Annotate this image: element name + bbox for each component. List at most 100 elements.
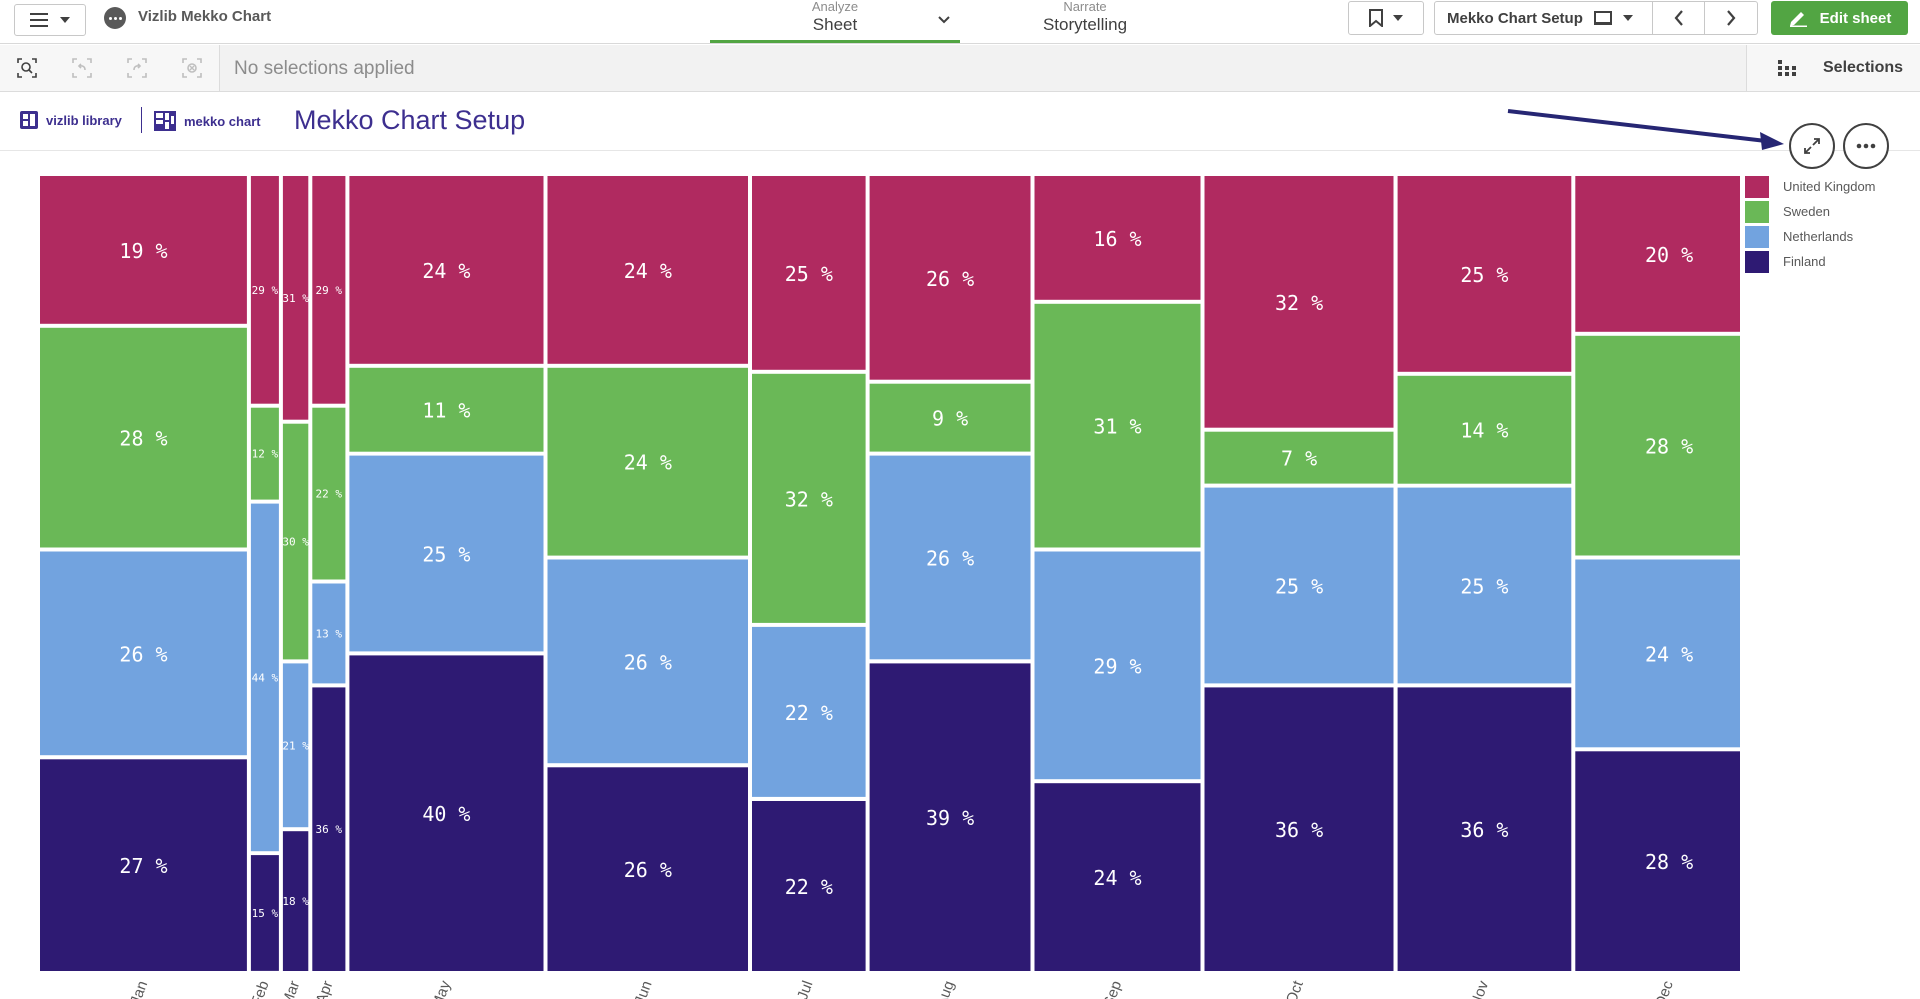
mekko-cell-apr-united-kingdom[interactable] bbox=[312, 176, 346, 404]
mekko-cell-jul-netherlands[interactable] bbox=[752, 626, 866, 797]
mekko-cell-aug-sweden[interactable] bbox=[869, 383, 1031, 452]
data-label: 18 % bbox=[282, 895, 309, 908]
legend-item-finland[interactable]: Finland bbox=[1745, 249, 1876, 274]
mekko-cell-apr-finland[interactable] bbox=[312, 687, 346, 971]
x-axis-label-apr: Apr bbox=[313, 979, 337, 999]
edit-sheet-label: Edit sheet bbox=[1819, 9, 1892, 27]
chevron-left-icon bbox=[1674, 10, 1683, 26]
mekko-cell-jan-sweden[interactable] bbox=[40, 327, 247, 548]
mekko-cell-dec-sweden[interactable] bbox=[1575, 335, 1740, 556]
data-label: 26 % bbox=[624, 858, 672, 882]
data-label: 24 % bbox=[624, 259, 672, 283]
mekko-cell-mar-finland[interactable] bbox=[282, 831, 309, 971]
mekko-cell-feb-sweden[interactable] bbox=[250, 407, 279, 500]
mekko-cell-may-netherlands[interactable] bbox=[349, 455, 544, 652]
mekko-cell-mar-netherlands[interactable] bbox=[282, 663, 309, 828]
mekko-cell-mar-united-kingdom[interactable] bbox=[282, 176, 309, 420]
smart-search-button[interactable] bbox=[0, 45, 55, 91]
main-menu-button[interactable] bbox=[14, 4, 86, 36]
data-label: 12 % bbox=[252, 448, 279, 461]
selections-panel-button[interactable]: Selections bbox=[1746, 45, 1920, 91]
mekko-cell-mar-sweden[interactable] bbox=[282, 423, 309, 660]
sheet-selector-label: Mekko Chart Setup bbox=[1447, 9, 1583, 27]
mekko-cell-apr-netherlands[interactable] bbox=[312, 583, 346, 684]
mekko-cell-feb-netherlands[interactable] bbox=[250, 503, 279, 852]
mekko-cell-oct-netherlands[interactable] bbox=[1204, 487, 1394, 684]
mekko-cell-jun-sweden[interactable] bbox=[547, 367, 749, 556]
tab-label: Storytelling bbox=[1042, 15, 1128, 34]
mekko-cell-sep-sweden[interactable] bbox=[1034, 303, 1201, 548]
data-label: 26 % bbox=[926, 267, 974, 291]
mekko-cell-jul-finland[interactable] bbox=[752, 801, 866, 971]
mekko-cell-jun-united-kingdom[interactable] bbox=[547, 176, 749, 364]
mekko-cell-may-sweden[interactable] bbox=[349, 367, 544, 452]
data-label: 15 % bbox=[252, 907, 279, 920]
mekko-cell-sep-finland[interactable] bbox=[1034, 783, 1201, 971]
more-options-button[interactable] bbox=[1843, 123, 1889, 169]
chevron-down-icon[interactable] bbox=[938, 16, 950, 24]
pencil-icon bbox=[1789, 12, 1807, 27]
legend-item-united-kingdom[interactable]: United Kingdom bbox=[1745, 174, 1876, 199]
sheet-navigator: Mekko Chart Setup bbox=[1434, 1, 1758, 35]
mekko-cell-jul-sweden[interactable] bbox=[752, 373, 866, 623]
data-label: 39 % bbox=[926, 806, 974, 830]
data-label: 20 % bbox=[1645, 243, 1693, 267]
data-label: 16 % bbox=[1093, 227, 1141, 251]
legend-label: Netherlands bbox=[1783, 229, 1854, 244]
mekko-cell-jul-united-kingdom[interactable] bbox=[752, 176, 866, 370]
mekko-cell-dec-united-kingdom[interactable] bbox=[1575, 176, 1740, 332]
step-back-button[interactable] bbox=[55, 45, 110, 91]
data-label: 44 % bbox=[252, 671, 279, 684]
mekko-cell-nov-netherlands[interactable] bbox=[1397, 487, 1572, 684]
legend-label: Finland bbox=[1783, 254, 1826, 269]
mekko-cell-nov-sweden[interactable] bbox=[1397, 375, 1572, 484]
data-label: 24 % bbox=[624, 451, 672, 475]
mekko-cell-oct-finland[interactable] bbox=[1204, 687, 1394, 971]
mekko-cell-aug-netherlands[interactable] bbox=[869, 455, 1031, 660]
data-label: 28 % bbox=[119, 427, 167, 451]
mekko-cell-dec-finland[interactable] bbox=[1575, 751, 1740, 971]
previous-sheet-button[interactable] bbox=[1653, 2, 1705, 34]
mekko-cell-jan-netherlands[interactable] bbox=[40, 551, 247, 756]
clear-selections-button[interactable] bbox=[164, 45, 219, 91]
mekko-cell-sep-united-kingdom[interactable] bbox=[1034, 176, 1201, 300]
x-axis-label-aug: Aug bbox=[933, 979, 958, 999]
legend-swatch bbox=[1745, 175, 1769, 198]
smart-search-icon bbox=[17, 58, 38, 78]
edit-sheet-button[interactable]: Edit sheet bbox=[1771, 1, 1908, 35]
data-label: 24 % bbox=[1093, 866, 1141, 890]
mekko-cell-oct-sweden[interactable] bbox=[1204, 431, 1394, 484]
mekko-cell-nov-finland[interactable] bbox=[1397, 687, 1572, 971]
chevron-down-icon bbox=[1622, 15, 1633, 21]
mekko-cell-feb-finland[interactable] bbox=[250, 855, 279, 971]
top-toolbar: Vizlib Mekko Chart Analyze Sheet Narrate… bbox=[0, 0, 1920, 44]
mekko-cell-may-united-kingdom[interactable] bbox=[349, 176, 544, 364]
tab-caption: Narrate bbox=[1063, 0, 1107, 14]
mekko-cell-aug-united-kingdom[interactable] bbox=[869, 176, 1031, 380]
bookmarks-button[interactable] bbox=[1348, 1, 1424, 35]
mekko-cell-jun-netherlands[interactable] bbox=[547, 559, 749, 764]
mekko-cell-jan-united-kingdom[interactable] bbox=[40, 176, 247, 324]
mekko-cell-dec-netherlands[interactable] bbox=[1575, 559, 1740, 748]
data-label: 9 % bbox=[932, 407, 968, 431]
mekko-cell-jan-finland[interactable] bbox=[40, 759, 247, 971]
expand-button[interactable] bbox=[1789, 123, 1835, 169]
step-forward-button[interactable] bbox=[110, 45, 165, 91]
mekko-cell-feb-united-kingdom[interactable] bbox=[250, 176, 279, 404]
legend-item-netherlands[interactable]: Netherlands bbox=[1745, 224, 1876, 249]
tab-analyze-sheet[interactable]: Analyze Sheet bbox=[710, 0, 960, 43]
mekko-cell-apr-sweden[interactable] bbox=[312, 407, 346, 580]
data-label: 11 % bbox=[422, 399, 470, 423]
data-label: 22 % bbox=[785, 701, 833, 725]
mekko-cell-may-finland[interactable] bbox=[349, 655, 544, 971]
sheet-selector[interactable]: Mekko Chart Setup bbox=[1435, 2, 1653, 34]
mekko-cell-aug-finland[interactable] bbox=[869, 663, 1031, 971]
mekko-cell-jun-finland[interactable] bbox=[547, 767, 749, 971]
tab-narrate-storytelling[interactable]: Narrate Storytelling bbox=[990, 0, 1180, 43]
mekko-cell-oct-united-kingdom[interactable] bbox=[1204, 176, 1394, 428]
chevron-down-icon bbox=[60, 17, 70, 23]
mekko-cell-sep-netherlands[interactable] bbox=[1034, 551, 1201, 780]
mekko-cell-nov-united-kingdom[interactable] bbox=[1397, 176, 1572, 372]
legend-item-sweden[interactable]: Sweden bbox=[1745, 199, 1876, 224]
next-sheet-button[interactable] bbox=[1705, 2, 1757, 34]
